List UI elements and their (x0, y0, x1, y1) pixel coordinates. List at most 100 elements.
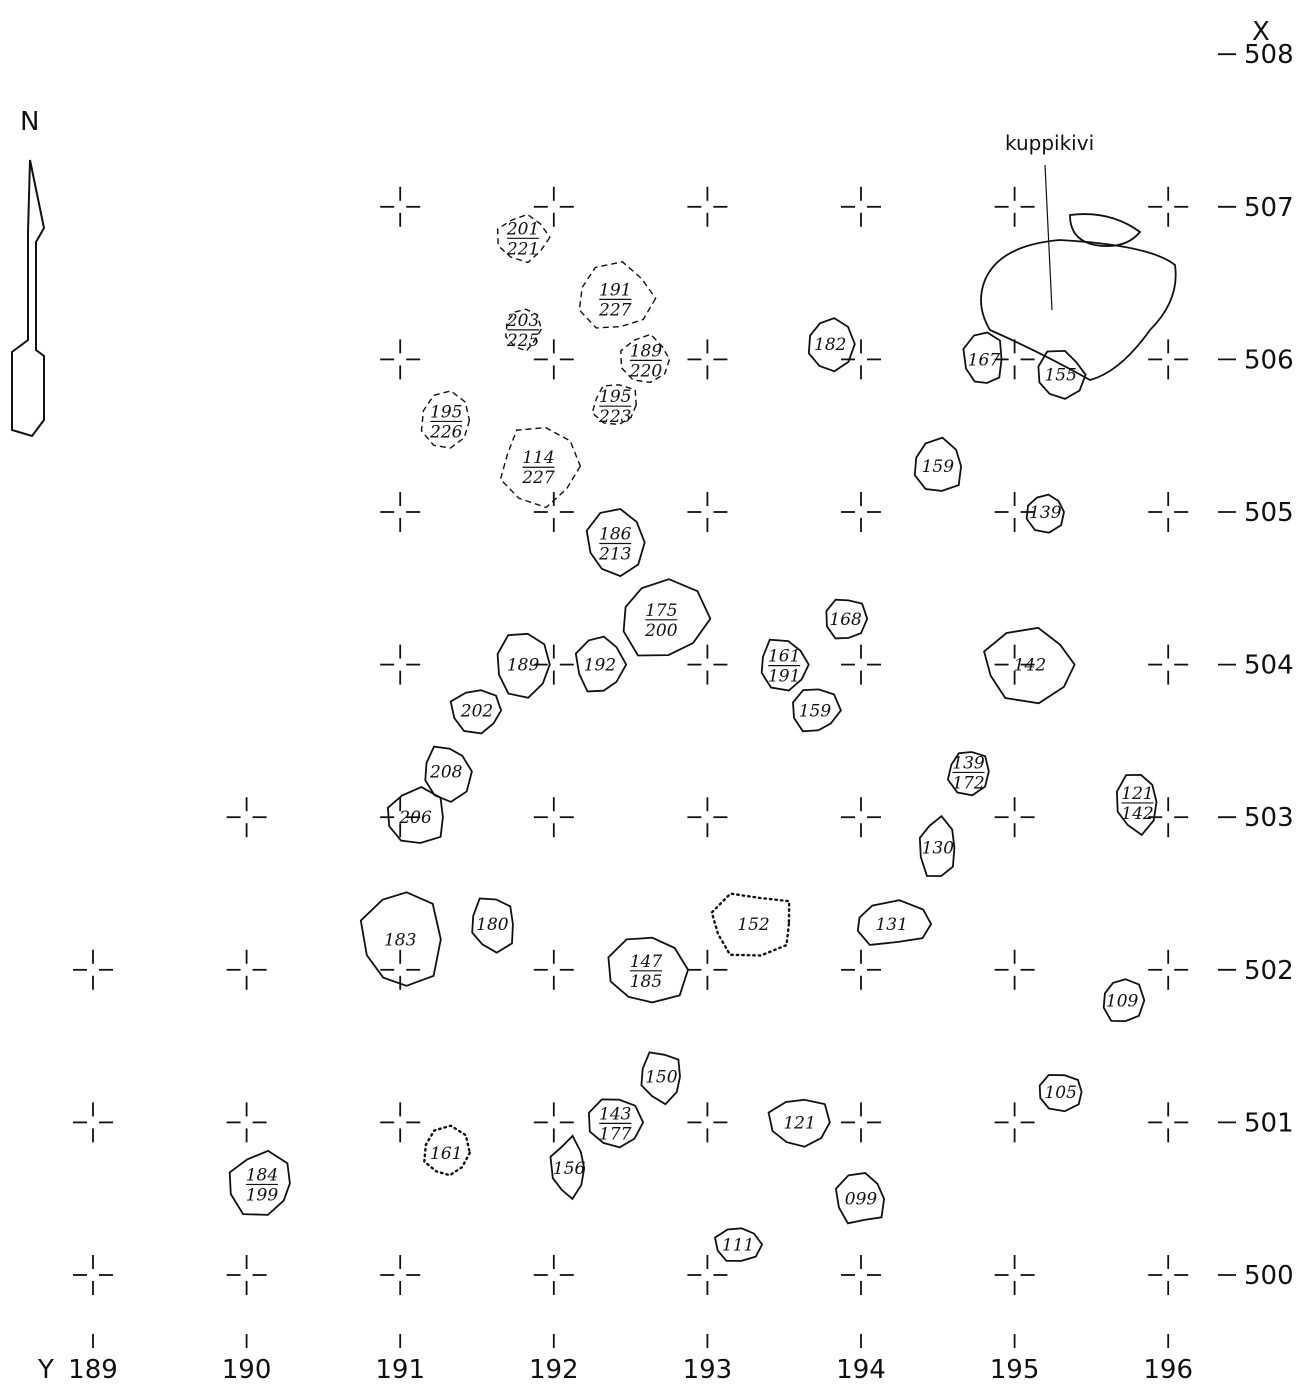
grid-cross (687, 186, 728, 227)
stone-label-top: 203 (506, 311, 539, 331)
stone: 150 (640, 1051, 681, 1106)
stone-outline (499, 426, 582, 509)
grid-cross (1148, 797, 1189, 838)
grid-cross (994, 949, 1035, 990)
grid-cross (841, 186, 881, 227)
y-tick-label: 192 (529, 1355, 579, 1385)
stone-outline (792, 688, 842, 733)
x-tick-label: 501 (1244, 1108, 1294, 1138)
stone-label-bottom: 177 (599, 1124, 632, 1144)
grid-cross (226, 1255, 267, 1295)
stone-outline (962, 331, 1003, 384)
stone-outline (946, 751, 990, 797)
north-label: N (20, 107, 39, 137)
stone-outline (424, 745, 473, 803)
y-tick-label: 196 (1143, 1355, 1193, 1385)
grid-cross (687, 644, 728, 685)
stone-label-top: 139 (952, 753, 985, 773)
kuppikivi-stone (980, 164, 1177, 381)
stone-label: 189 (507, 656, 540, 676)
grid-cross (73, 1102, 113, 1143)
y-axis-label: Y (37, 1355, 54, 1385)
stone: 206 (386, 785, 444, 844)
stone-outline (587, 1098, 645, 1149)
x-tick-label: 508 (1244, 40, 1294, 70)
stone: 111 (713, 1227, 764, 1262)
stone-label: 130 (922, 839, 955, 859)
stone: 130 (918, 814, 956, 878)
grid-cross (533, 339, 574, 380)
stone-label: 105 (1044, 1083, 1076, 1103)
stone-label-top: 191 (599, 280, 631, 300)
stone: 167 (962, 331, 1003, 384)
stone-outline (471, 897, 514, 954)
stone: 183 (359, 891, 442, 987)
stone-outline (228, 1149, 291, 1216)
stone-label: 139 (1029, 503, 1062, 523)
stone-label: 099 (845, 1190, 878, 1210)
stone-label-bottom: 226 (429, 422, 463, 442)
grid-cross (533, 797, 574, 838)
x-tick-label: 506 (1244, 345, 1294, 375)
stone-label: 111 (722, 1235, 754, 1255)
stone-outline (585, 508, 646, 578)
grid-cross (1148, 492, 1189, 532)
x-tick-label: 504 (1244, 651, 1294, 681)
stone-label: 161 (430, 1144, 462, 1164)
stone: 192 (574, 635, 628, 693)
stone: 131 (856, 899, 933, 946)
stone-outline (420, 390, 471, 449)
stone-label-top: 195 (430, 402, 462, 422)
stone-label: 202 (460, 701, 493, 721)
grid-cross (841, 949, 881, 990)
stone-label-top: 175 (645, 601, 677, 621)
y-tick-label: 191 (375, 1355, 425, 1385)
grid-cross (1148, 1102, 1189, 1143)
grid-cross (687, 492, 728, 532)
stone-outline (574, 635, 628, 693)
grid-cross (73, 1255, 113, 1295)
stone-outline (620, 333, 671, 384)
grid-cross (380, 492, 421, 532)
stone-label-bottom: 213 (598, 545, 631, 565)
stone-label-bottom: 191 (768, 667, 800, 687)
stone: 105 (1038, 1074, 1083, 1113)
stone-outline (640, 1051, 681, 1106)
stone-label-top: 189 (630, 341, 663, 361)
kuppikivi-label: kuppikivi (1005, 131, 1094, 155)
stone: 142 (983, 626, 1076, 705)
stone-outline (505, 308, 543, 352)
grid-cross (533, 949, 574, 990)
stone-label-bottom: 199 (246, 1185, 279, 1205)
stone-outline (578, 261, 657, 329)
stone-label-bottom: 227 (521, 468, 555, 488)
x-tick-label: 502 (1244, 956, 1294, 986)
stone-outline (549, 1134, 586, 1201)
stone-outline (713, 1227, 764, 1262)
stone-label: 152 (737, 915, 769, 935)
stone-outline (1115, 773, 1158, 837)
x-axis-label: X (1252, 17, 1270, 47)
stone-label-bottom: 227 (598, 300, 632, 320)
stone-outline (1025, 493, 1065, 534)
grid-cross (1148, 1255, 1189, 1295)
stone-label: 167 (968, 350, 1001, 370)
x-tick-label: 500 (1244, 1261, 1294, 1291)
stone-outline (423, 1124, 472, 1177)
grid-cross (226, 949, 267, 990)
stone: 152 (710, 892, 791, 957)
grid-cross (226, 797, 267, 838)
grid-cross (994, 1255, 1035, 1295)
stone: 159 (792, 688, 842, 733)
stone: 182 (807, 317, 856, 373)
stone-outline (591, 384, 637, 426)
grid-cross (1148, 949, 1189, 990)
